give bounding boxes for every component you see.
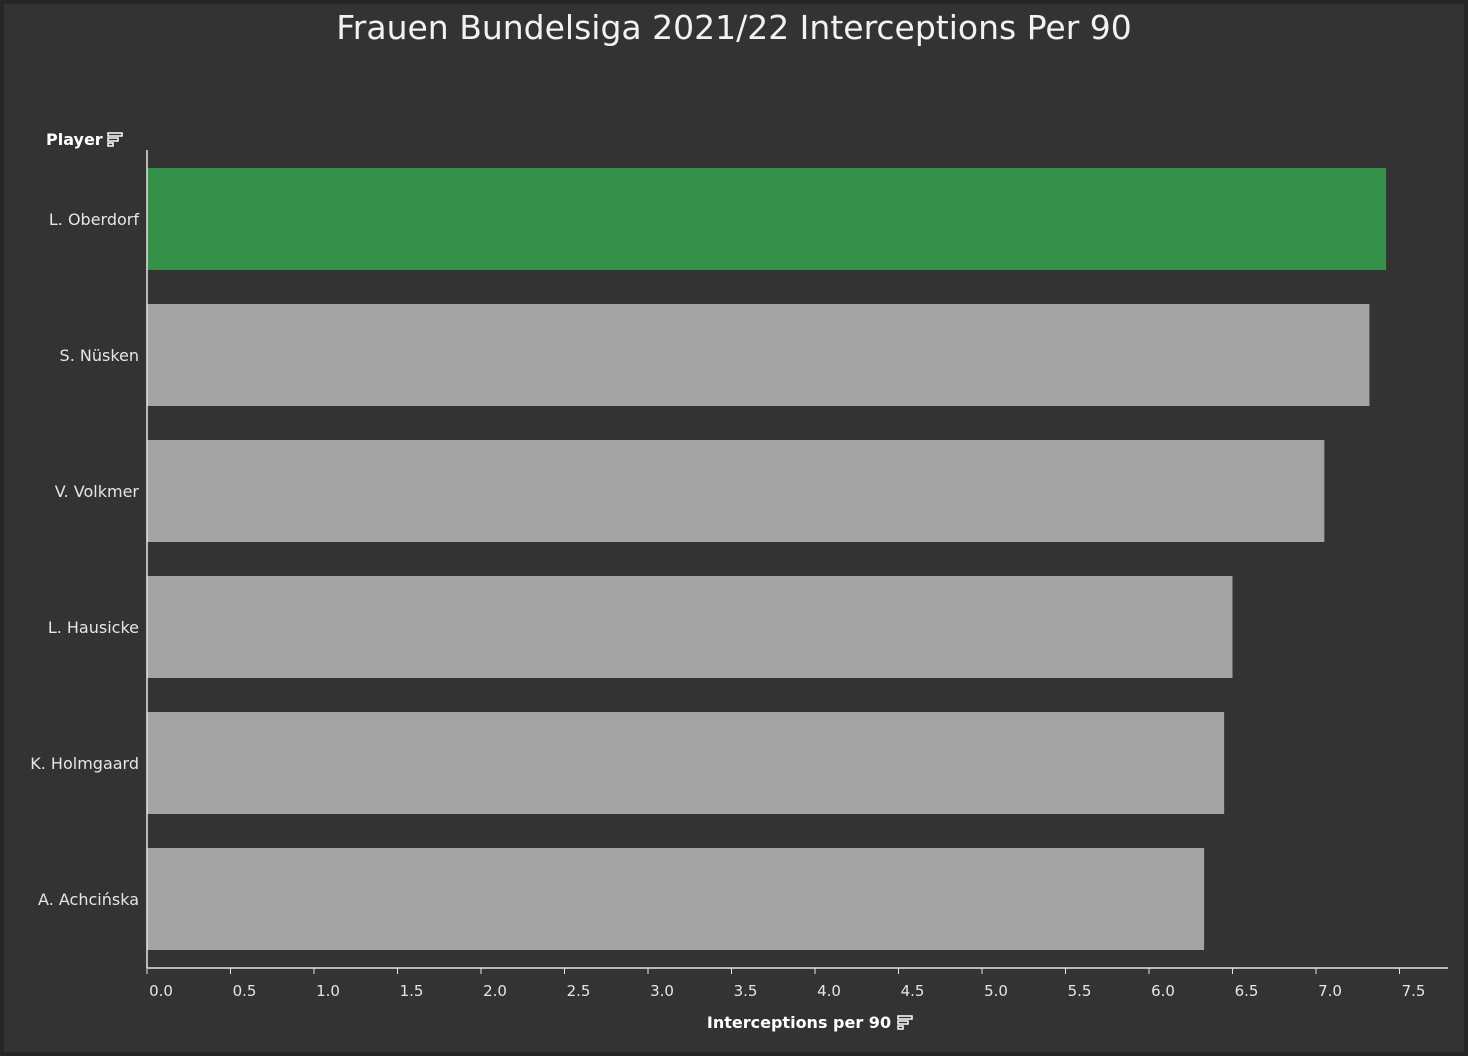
bar[interactable] bbox=[147, 576, 1233, 678]
chart-title: Frauen Bundelsiga 2021/22 Interceptions … bbox=[336, 8, 1132, 47]
x-tick-label: 6.0 bbox=[1151, 982, 1175, 1000]
category-label: L. Hausicke bbox=[48, 618, 139, 637]
x-tick-label: 4.5 bbox=[901, 982, 925, 1000]
x-tick-label: 3.0 bbox=[650, 982, 674, 1000]
x-axis-title[interactable]: Interceptions per 90 bbox=[640, 1013, 980, 1032]
x-tick-label: 5.5 bbox=[1068, 982, 1092, 1000]
category-label: V. Volkmer bbox=[55, 482, 140, 501]
sort-descending-icon[interactable] bbox=[897, 1014, 913, 1031]
x-tick-label: 6.5 bbox=[1235, 982, 1259, 1000]
x-tick-label: 1.5 bbox=[400, 982, 424, 1000]
x-tick-label: 7.0 bbox=[1318, 982, 1342, 1000]
sort-descending-icon[interactable] bbox=[106, 131, 123, 148]
row-header[interactable]: Player bbox=[46, 130, 123, 149]
x-tick-label: 4.0 bbox=[817, 982, 841, 1000]
bar[interactable] bbox=[147, 848, 1205, 950]
bar[interactable] bbox=[147, 440, 1325, 542]
x-tick-label: 2.0 bbox=[483, 982, 507, 1000]
bar[interactable] bbox=[147, 712, 1225, 814]
category-label: L. Oberdorf bbox=[49, 210, 140, 229]
x-tick-label: 5.0 bbox=[984, 982, 1008, 1000]
category-label: K. Holmgaard bbox=[30, 754, 139, 773]
x-tick-label: 7.5 bbox=[1402, 982, 1426, 1000]
x-axis-title-label: Interceptions per 90 bbox=[706, 1013, 892, 1032]
x-tick-label: 0.5 bbox=[233, 982, 257, 1000]
category-label: S. Nüsken bbox=[60, 346, 139, 365]
x-tick-label: 0.0 bbox=[149, 982, 173, 1000]
x-tick-label: 3.5 bbox=[734, 982, 758, 1000]
x-tick-label: 1.0 bbox=[316, 982, 340, 1000]
row-header-label: Player bbox=[46, 130, 103, 149]
x-tick-label: 2.5 bbox=[567, 982, 591, 1000]
bar[interactable] bbox=[147, 168, 1387, 270]
category-label: A. Achcińska bbox=[38, 890, 139, 909]
bar[interactable] bbox=[147, 304, 1370, 406]
